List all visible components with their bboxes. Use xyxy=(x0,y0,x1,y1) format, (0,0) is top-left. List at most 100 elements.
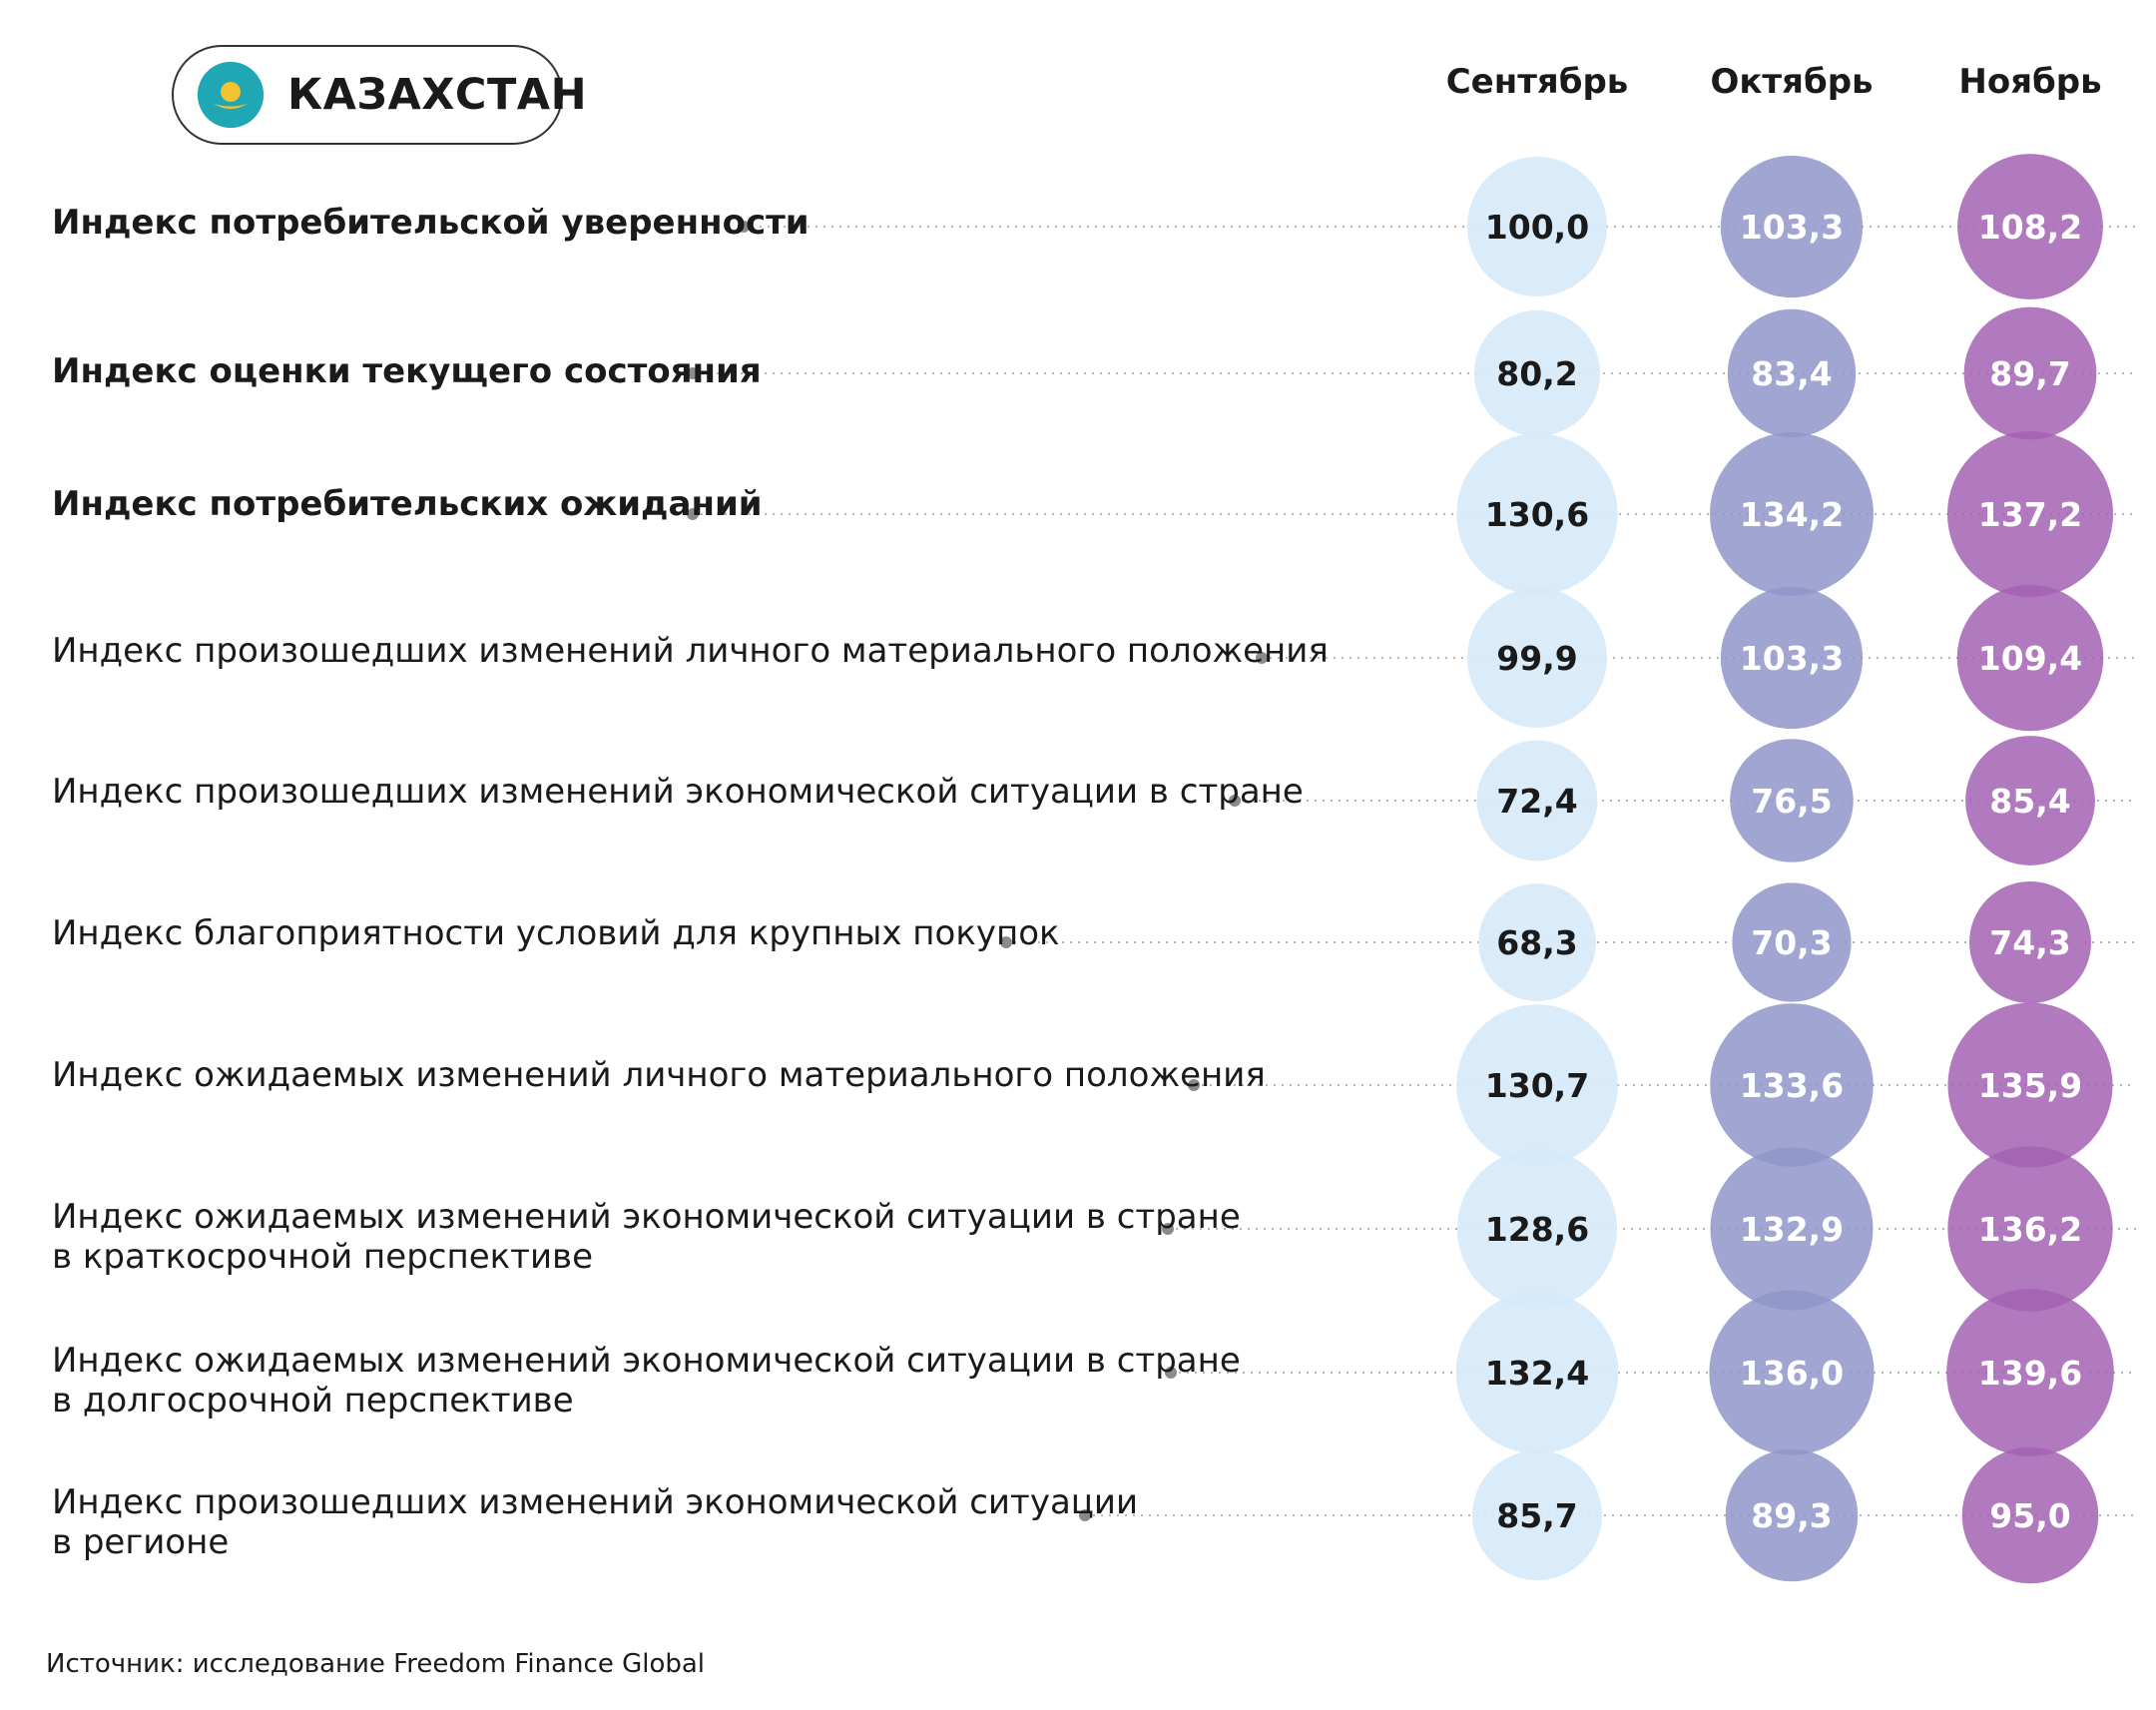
leader-dot xyxy=(1256,652,1268,664)
bubble-value-label: 103,3 xyxy=(1740,208,1844,247)
row-label-line: Индекс произошедших изменений экономичес… xyxy=(52,1482,1139,1522)
bubble-value-label: 95,0 xyxy=(1989,1496,2070,1535)
bubble xyxy=(1720,155,1864,298)
bubble xyxy=(1456,1148,1618,1310)
row-label-line: в долгосрочной перспективе xyxy=(52,1381,574,1421)
bubble xyxy=(1968,880,2092,1004)
bubble xyxy=(1956,584,2104,732)
bubble-value-label: 74,3 xyxy=(1989,923,2070,962)
bubble xyxy=(1710,1147,1874,1311)
country-name: КАЗАХСТАН xyxy=(287,70,588,120)
bubble xyxy=(1727,308,1857,438)
bubble-value-label: 108,2 xyxy=(1978,208,2082,247)
bubble-value-label: 139,6 xyxy=(1978,1354,2082,1393)
row-label-line: Индекс ожидаемых изменений экономической… xyxy=(52,1341,1241,1381)
row-label: Индекс произошедших изменений экономичес… xyxy=(52,1482,1138,1562)
row-label-line: Индекс произошедших изменений экономичес… xyxy=(52,772,1304,812)
bubble-value-label: 136,0 xyxy=(1740,1354,1844,1393)
row-label: Индекс произошедших изменений экономичес… xyxy=(52,772,1304,812)
kazakhstan-flag-icon xyxy=(198,62,264,128)
bubble xyxy=(1455,1291,1619,1454)
bubble xyxy=(1456,1004,1618,1166)
row-label-line: Индекс благоприятности условий для крупн… xyxy=(52,913,1060,953)
bubble-value-label: 68,3 xyxy=(1496,923,1577,962)
bubble xyxy=(1725,1448,1859,1582)
bubble xyxy=(1965,736,2095,865)
month-header-september: Сентябрь xyxy=(1445,62,1629,102)
bubble-value-label: 80,2 xyxy=(1496,354,1577,393)
bubble xyxy=(1720,586,1864,730)
row-label: Индекс произошедших изменений личного ма… xyxy=(52,631,1329,671)
bubble-value-label: 85,4 xyxy=(1989,782,2070,821)
bubble-value-label: 76,5 xyxy=(1751,782,1832,821)
month-header-october: Октябрь xyxy=(1710,62,1874,102)
leader-dot xyxy=(738,221,750,233)
leader-dot xyxy=(1165,1367,1177,1379)
row-label-line: Индекс оценки текущего состояния xyxy=(52,351,762,391)
bubble-value-label: 132,4 xyxy=(1485,1354,1589,1393)
bubble xyxy=(1710,1003,1874,1167)
bubble xyxy=(1710,432,1874,596)
bubble xyxy=(1478,883,1596,1001)
bubble-value-label: 72,4 xyxy=(1496,782,1577,821)
bubble xyxy=(1472,1450,1602,1580)
row-label: Индекс потребительских ожиданий xyxy=(52,484,763,524)
bubble xyxy=(1946,1289,2114,1456)
bubble-value-label: 133,6 xyxy=(1740,1066,1844,1105)
bubble-value-label: 130,6 xyxy=(1485,495,1589,534)
row-label-line: Индекс ожидаемых изменений экономической… xyxy=(52,1197,1241,1237)
bubble-value-label: 109,4 xyxy=(1978,639,2082,678)
month-header-november: Ноябрь xyxy=(1958,62,2102,102)
row-label: Индекс благоприятности условий для крупн… xyxy=(52,913,1060,953)
leader-dot xyxy=(687,508,699,520)
bubble-value-label: 135,9 xyxy=(1978,1066,2082,1105)
row-label: Индекс ожидаемых изменений экономической… xyxy=(52,1197,1241,1277)
bubble-value-label: 89,7 xyxy=(1989,354,2070,393)
source-note: Источник: исследование Freedom Finance G… xyxy=(46,1649,706,1679)
bubble-value-label: 99,9 xyxy=(1496,639,1577,678)
bubble-value-label: 134,2 xyxy=(1740,495,1844,534)
row-label-line: Индекс ожидаемых изменений личного матер… xyxy=(52,1055,1266,1095)
bubble xyxy=(1730,739,1854,862)
bubble-value-label: 85,7 xyxy=(1496,1496,1577,1535)
bubble-value-label: 132,9 xyxy=(1740,1210,1844,1249)
bubble-value-label: 89,3 xyxy=(1751,1496,1832,1535)
bubble-value-label: 83,4 xyxy=(1751,354,1832,393)
row-label: Индекс ожидаемых изменений экономической… xyxy=(52,1341,1241,1421)
bubble-value-label: 128,6 xyxy=(1485,1210,1589,1249)
leader-dot xyxy=(1079,1509,1091,1521)
leader-dot xyxy=(1000,936,1012,948)
row-label: Индекс потребительской уверенности xyxy=(52,203,809,243)
leader-dot xyxy=(1229,795,1241,807)
bubble-value-label: 137,2 xyxy=(1978,495,2082,534)
bubble-value-label: 130,7 xyxy=(1485,1066,1589,1105)
bubble xyxy=(1946,430,2114,598)
bubble xyxy=(1957,154,2103,299)
row-label-line: Индекс потребительских ожиданий xyxy=(52,484,763,524)
bubble xyxy=(1473,309,1601,437)
row-label-line: Индекс произошедших изменений личного ма… xyxy=(52,631,1329,671)
bubble-value-label: 103,3 xyxy=(1740,639,1844,678)
bubble xyxy=(1947,1146,2113,1312)
row-label-line: в регионе xyxy=(52,1522,230,1562)
bubble-value-label: 136,2 xyxy=(1978,1210,2082,1249)
row-label-line: Индекс потребительской уверенности xyxy=(52,203,809,243)
country-badge: КАЗАХСТАН xyxy=(172,45,587,145)
bubble xyxy=(1947,1002,2113,1168)
bubble xyxy=(1961,1446,2099,1584)
row-label-line: в краткосрочной перспективе xyxy=(52,1237,594,1277)
row-label: Индекс оценки текущего состояния xyxy=(52,351,762,391)
leader-dot xyxy=(1188,1079,1200,1091)
bubble-value-label: 70,3 xyxy=(1751,923,1832,962)
bubble xyxy=(1709,1290,1875,1455)
row-label: Индекс ожидаемых изменений личного матер… xyxy=(52,1055,1266,1095)
bubble xyxy=(1467,588,1607,728)
bubble xyxy=(1456,433,1618,595)
leader-dot xyxy=(687,367,699,379)
bubble-value-label: 100,0 xyxy=(1485,208,1589,247)
bubble xyxy=(1476,740,1598,861)
bubble xyxy=(1732,882,1852,1002)
bubble xyxy=(1963,306,2097,440)
bubble xyxy=(1467,157,1607,296)
